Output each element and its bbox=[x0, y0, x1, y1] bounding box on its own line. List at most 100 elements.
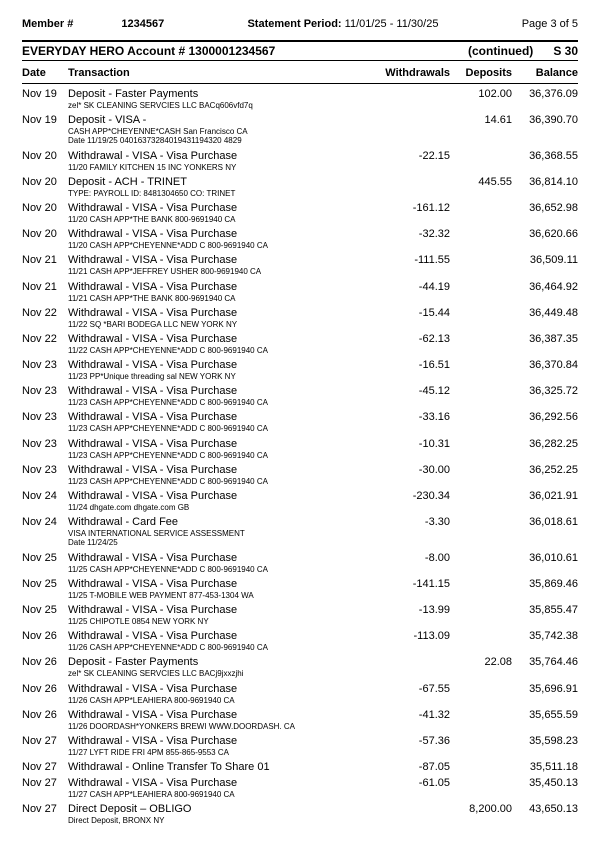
row-memo: 11/22 SQ *BARI BODEGA LLC NEW YORK NY bbox=[68, 320, 370, 329]
row-balance: 36,292.56 bbox=[512, 411, 578, 423]
row-balance: 35,742.38 bbox=[512, 630, 578, 642]
row-withdrawal: -8.00 bbox=[376, 552, 450, 564]
row-transaction: Withdrawal - VISA - Visa Purchase11/25 T… bbox=[68, 578, 376, 600]
member-block: Member # 1234567 bbox=[22, 18, 164, 30]
row-balance: 36,387.35 bbox=[512, 333, 578, 345]
row-balance: 36,370.84 bbox=[512, 359, 578, 371]
row-title: Withdrawal - VISA - Visa Purchase bbox=[68, 438, 370, 450]
table-row: Nov 23Withdrawal - VISA - Visa Purchase1… bbox=[22, 464, 578, 486]
row-transaction: Withdrawal - VISA - Visa Purchase11/26 C… bbox=[68, 630, 376, 652]
row-withdrawal: -230.34 bbox=[376, 490, 450, 502]
row-title: Deposit - ACH - TRINET bbox=[68, 176, 370, 188]
row-memo: zel* SK CLEANING SERVCIES LLC BACj9jxxzj… bbox=[68, 669, 370, 678]
row-balance: 36,021.91 bbox=[512, 490, 578, 502]
table-row: Nov 27Withdrawal - VISA - Visa Purchase1… bbox=[22, 777, 578, 799]
row-transaction: Withdrawal - VISA - Visa Purchase11/24 d… bbox=[68, 490, 376, 512]
row-date: Nov 23 bbox=[22, 464, 68, 476]
table-row: Nov 26Withdrawal - VISA - Visa Purchase1… bbox=[22, 709, 578, 731]
row-memo: Direct Deposit, BRONX NY bbox=[68, 816, 370, 825]
table-row: Nov 20Deposit - ACH - TRINETTYPE: PAYROL… bbox=[22, 176, 578, 198]
table-row: Nov 23Withdrawal - VISA - Visa Purchase1… bbox=[22, 385, 578, 407]
row-transaction: Withdrawal - VISA - Visa Purchase11/20 F… bbox=[68, 150, 376, 172]
period-value: 11/01/25 - 11/30/25 bbox=[345, 18, 439, 30]
row-transaction: Withdrawal - VISA - Visa Purchase11/23 P… bbox=[68, 359, 376, 381]
row-withdrawal: -32.32 bbox=[376, 228, 450, 240]
row-balance: 36,620.66 bbox=[512, 228, 578, 240]
row-memo: 11/26 CASH APP*CHEYENNE*ADD C 800-969194… bbox=[68, 643, 370, 652]
row-title: Withdrawal - VISA - Visa Purchase bbox=[68, 254, 370, 266]
row-title: Withdrawal - VISA - Visa Purchase bbox=[68, 735, 370, 747]
row-transaction: Withdrawal - VISA - Visa Purchase11/20 C… bbox=[68, 228, 376, 250]
row-balance: 36,368.55 bbox=[512, 150, 578, 162]
row-memo: 11/20 FAMILY KITCHEN 15 INC YONKERS NY bbox=[68, 163, 370, 172]
row-balance: 36,010.61 bbox=[512, 552, 578, 564]
table-row: Nov 20Withdrawal - VISA - Visa Purchase1… bbox=[22, 202, 578, 224]
table-row: Nov 24Withdrawal - Card FeeVISA INTERNAT… bbox=[22, 516, 578, 547]
row-date: Nov 20 bbox=[22, 176, 68, 188]
row-transaction: Withdrawal - VISA - Visa Purchase11/22 S… bbox=[68, 307, 376, 329]
row-title: Withdrawal - VISA - Visa Purchase bbox=[68, 385, 370, 397]
row-balance: 36,390.70 bbox=[512, 114, 578, 126]
row-date: Nov 24 bbox=[22, 490, 68, 502]
table-row: Nov 25Withdrawal - VISA - Visa Purchase1… bbox=[22, 578, 578, 600]
row-date: Nov 26 bbox=[22, 656, 68, 668]
row-withdrawal: -87.05 bbox=[376, 761, 450, 773]
row-withdrawal: -15.44 bbox=[376, 307, 450, 319]
row-title: Withdrawal - VISA - Visa Purchase bbox=[68, 202, 370, 214]
row-withdrawal: -113.09 bbox=[376, 630, 450, 642]
row-balance: 36,464.92 bbox=[512, 281, 578, 293]
col-transaction: Transaction bbox=[68, 67, 376, 79]
row-title: Withdrawal - VISA - Visa Purchase bbox=[68, 578, 370, 590]
row-balance: 36,509.11 bbox=[512, 254, 578, 266]
row-date: Nov 23 bbox=[22, 359, 68, 371]
row-date: Nov 19 bbox=[22, 114, 68, 126]
row-withdrawal: -44.19 bbox=[376, 281, 450, 293]
row-balance: 35,655.59 bbox=[512, 709, 578, 721]
col-withdrawals: Withdrawals bbox=[376, 67, 450, 79]
row-transaction: Withdrawal - VISA - Visa Purchase11/20 C… bbox=[68, 202, 376, 224]
row-withdrawal: -67.55 bbox=[376, 683, 450, 695]
row-memo: VISA INTERNATIONAL SERVICE ASSESSMENTDat… bbox=[68, 529, 370, 547]
row-title: Withdrawal - VISA - Visa Purchase bbox=[68, 709, 370, 721]
row-deposit: 102.00 bbox=[450, 88, 512, 100]
row-transaction: Deposit - ACH - TRINETTYPE: PAYROLL ID: … bbox=[68, 176, 376, 198]
row-memo: 11/26 DOORDASH*YONKERS BREWI WWW.DOORDAS… bbox=[68, 722, 370, 731]
row-withdrawal: -41.32 bbox=[376, 709, 450, 721]
row-memo: 11/21 CASH APP*THE BANK 800-9691940 CA bbox=[68, 294, 370, 303]
row-memo: 11/23 CASH APP*CHEYENNE*ADD C 800-969194… bbox=[68, 451, 370, 460]
row-transaction: Withdrawal - VISA - Visa Purchase11/26 C… bbox=[68, 683, 376, 705]
row-date: Nov 27 bbox=[22, 803, 68, 815]
row-title: Deposit - VISA - bbox=[68, 114, 370, 126]
row-memo: 11/26 CASH APP*LEAHIERA 800-9691940 CA bbox=[68, 696, 370, 705]
table-row: Nov 23Withdrawal - VISA - Visa Purchase1… bbox=[22, 411, 578, 433]
period-block: Statement Period: 11/01/25 - 11/30/25 bbox=[247, 18, 438, 30]
col-deposits: Deposits bbox=[450, 67, 512, 79]
row-date: Nov 26 bbox=[22, 630, 68, 642]
row-title: Deposit - Faster Payments bbox=[68, 88, 370, 100]
account-continued: (continued) bbox=[468, 44, 533, 58]
row-title: Withdrawal - VISA - Visa Purchase bbox=[68, 150, 370, 162]
table-row: Nov 23Withdrawal - VISA - Visa Purchase1… bbox=[22, 359, 578, 381]
row-balance: 36,814.10 bbox=[512, 176, 578, 188]
row-date: Nov 26 bbox=[22, 709, 68, 721]
row-balance: 36,652.98 bbox=[512, 202, 578, 214]
row-memo: 11/24 dhgate.com dhgate.com GB bbox=[68, 503, 370, 512]
row-date: Nov 22 bbox=[22, 333, 68, 345]
col-date: Date bbox=[22, 67, 68, 79]
row-title: Withdrawal - Card Fee bbox=[68, 516, 370, 528]
row-title: Withdrawal - VISA - Visa Purchase bbox=[68, 333, 370, 345]
row-balance: 36,018.61 bbox=[512, 516, 578, 528]
table-row: Nov 22Withdrawal - VISA - Visa Purchase1… bbox=[22, 307, 578, 329]
row-title: Withdrawal - VISA - Visa Purchase bbox=[68, 307, 370, 319]
column-headers: Date Transaction Withdrawals Deposits Ba… bbox=[22, 65, 578, 81]
divider-headers bbox=[22, 83, 578, 84]
row-transaction: Withdrawal - VISA - Visa Purchase11/27 C… bbox=[68, 777, 376, 799]
divider-top bbox=[22, 40, 578, 42]
row-date: Nov 21 bbox=[22, 254, 68, 266]
row-balance: 36,282.25 bbox=[512, 438, 578, 450]
table-row: Nov 24Withdrawal - VISA - Visa Purchase1… bbox=[22, 490, 578, 512]
row-memo: 11/25 T-MOBILE WEB PAYMENT 877-453-1304 … bbox=[68, 591, 370, 600]
row-balance: 36,449.48 bbox=[512, 307, 578, 319]
row-title: Withdrawal - VISA - Visa Purchase bbox=[68, 683, 370, 695]
row-withdrawal: -16.51 bbox=[376, 359, 450, 371]
